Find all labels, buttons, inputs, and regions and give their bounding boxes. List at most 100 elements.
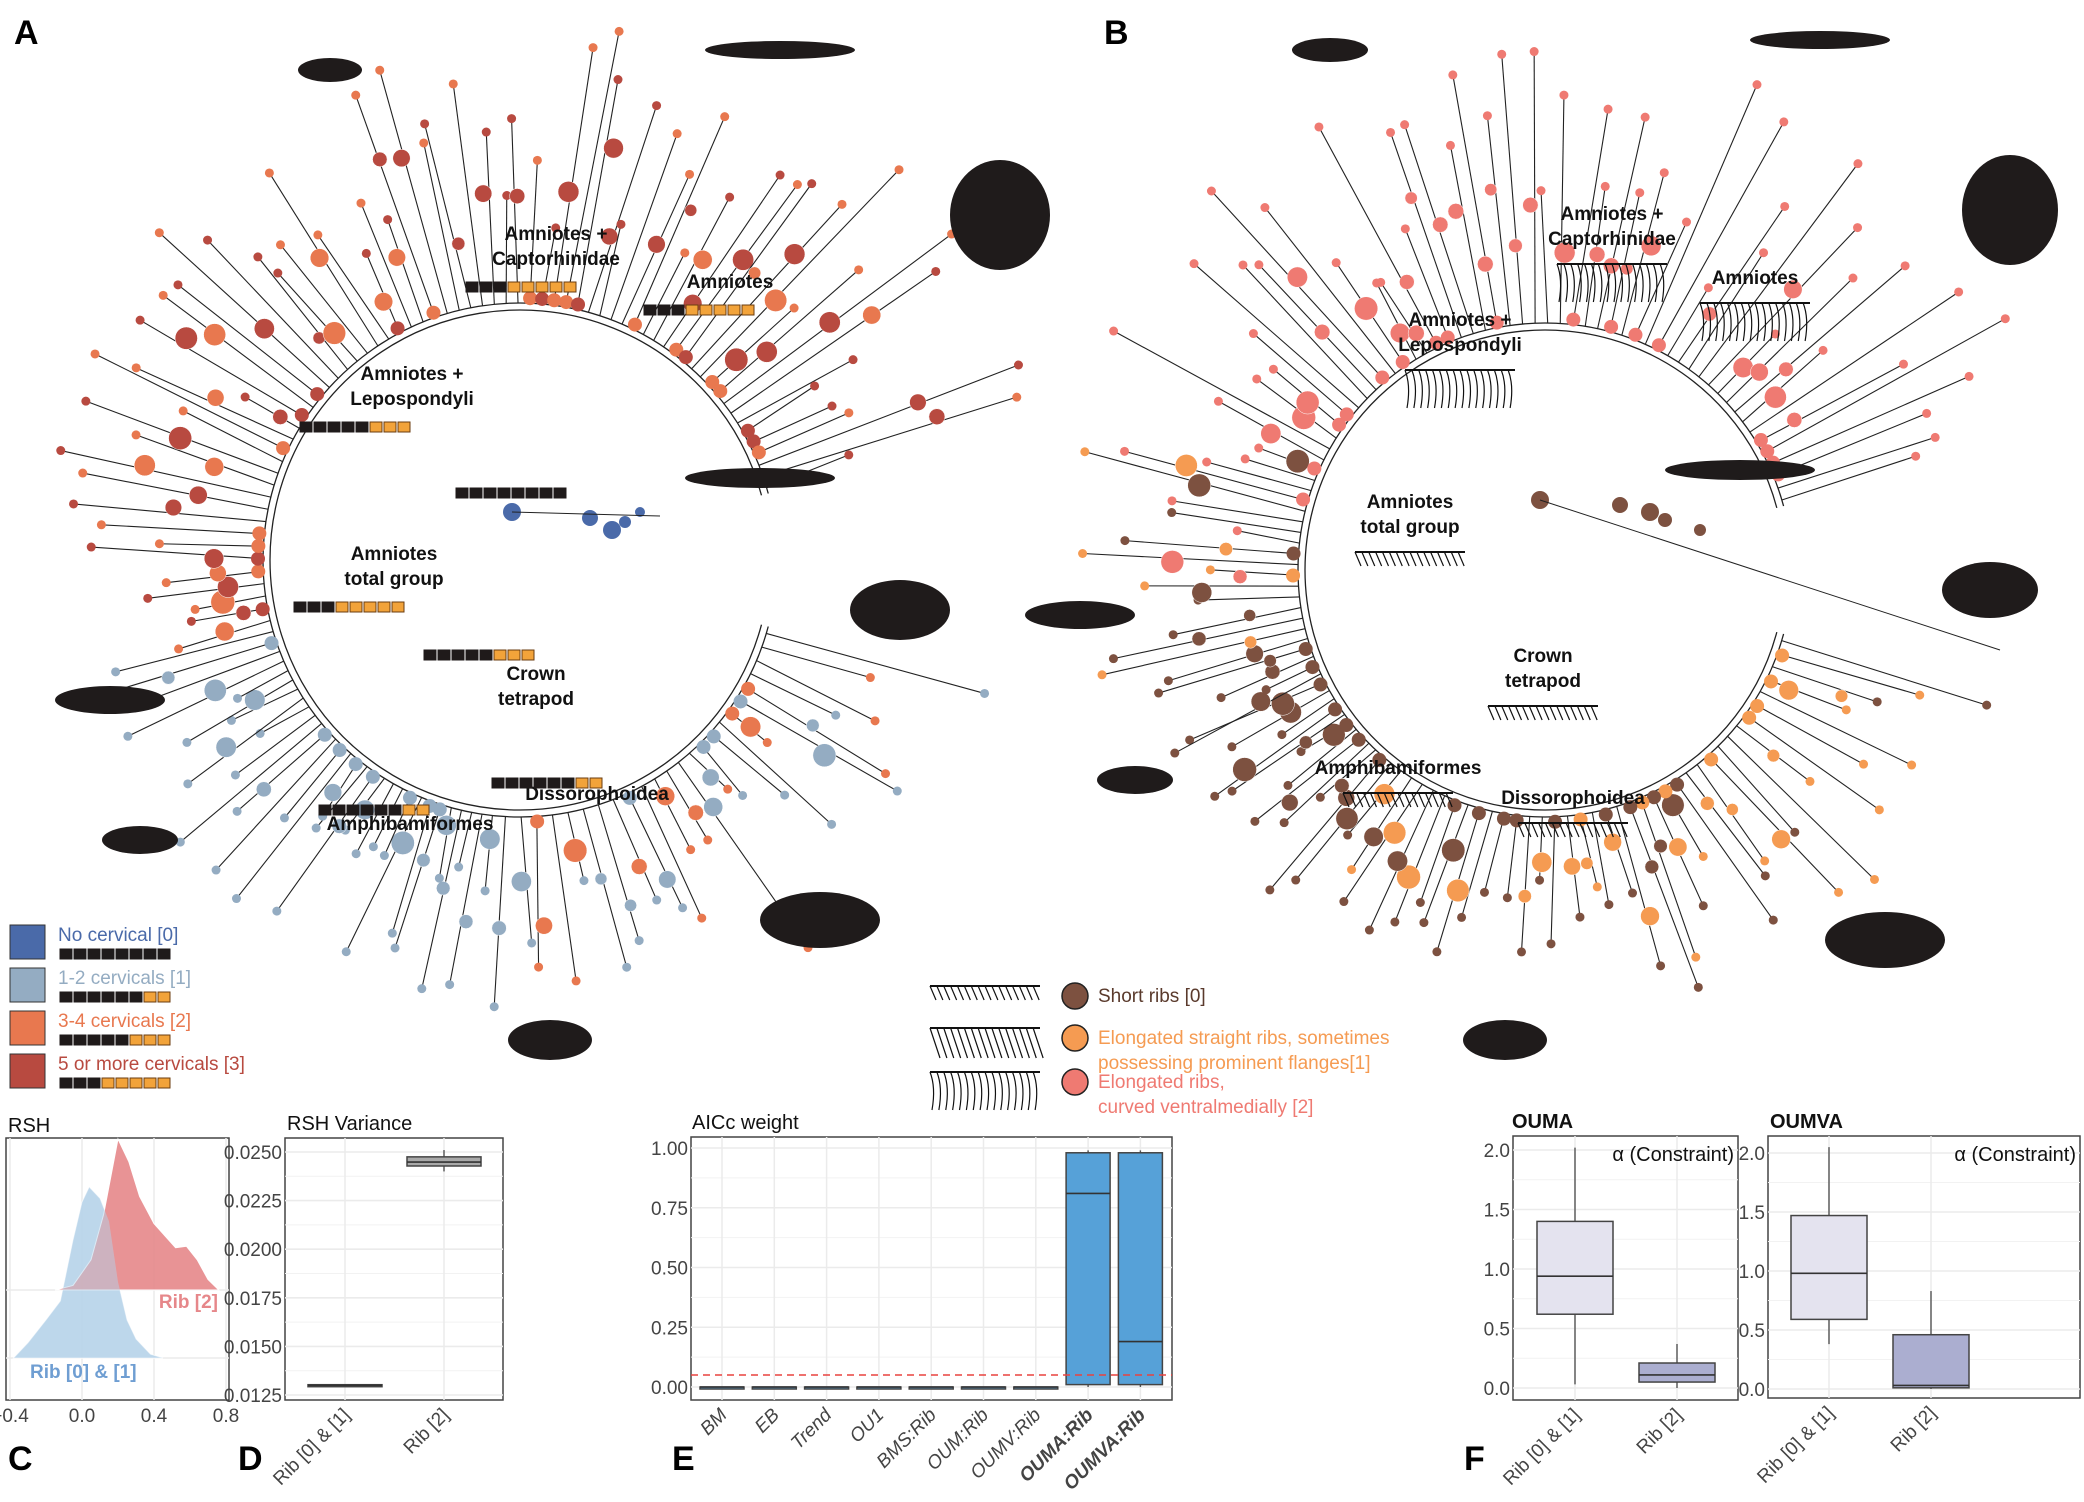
rib-stroke <box>1445 369 1451 409</box>
rib-stroke <box>1699 302 1705 342</box>
branch <box>612 799 658 901</box>
branch <box>511 511 661 517</box>
internal-node <box>458 914 474 929</box>
rib-stroke <box>929 1071 935 1111</box>
branch <box>736 698 898 792</box>
internal-node <box>530 814 545 829</box>
tip-node <box>1457 912 1467 922</box>
branch <box>1777 653 1920 696</box>
rib-stroke <box>1459 369 1465 409</box>
internal-node <box>451 236 466 251</box>
tip-node <box>1516 947 1526 957</box>
branch <box>147 583 265 599</box>
y-tick-label: 0.25 <box>651 1318 688 1339</box>
rib-stroke <box>970 1027 982 1059</box>
branch <box>257 256 348 370</box>
vertebra <box>341 421 355 433</box>
tip-node <box>1364 925 1374 935</box>
rib-stroke <box>950 1071 955 1111</box>
rib-stroke <box>998 1027 1010 1059</box>
tip-node <box>448 79 458 89</box>
internal-node <box>557 181 580 203</box>
internal-node <box>1429 335 1444 350</box>
y-tick-label: 0.5 <box>1739 1321 1765 1342</box>
tip-node <box>182 737 192 747</box>
clade-label-a-amphibamiformes: Amphibamiformes <box>318 804 493 835</box>
box-bm <box>699 1386 745 1390</box>
branch <box>345 797 423 952</box>
branch <box>127 660 284 737</box>
internal-node <box>818 311 841 334</box>
internal-node <box>387 248 406 267</box>
tip-node <box>233 693 243 703</box>
branch <box>641 786 703 919</box>
branch <box>750 673 836 716</box>
internal-node <box>1764 674 1779 689</box>
internal-node <box>1700 796 1715 811</box>
vertebra <box>157 1034 171 1046</box>
branch <box>452 83 484 306</box>
phylogeny-tree-a <box>56 26 1023 1012</box>
internal-node <box>703 797 723 817</box>
tip-node <box>652 101 662 111</box>
rib-stroke <box>991 985 999 1001</box>
rib-stroke <box>970 1071 976 1111</box>
y-tick-label: 0.0150 <box>224 1337 282 1358</box>
branch <box>162 294 314 408</box>
vertebra <box>115 1077 129 1089</box>
vertebra <box>497 487 511 499</box>
tip-node <box>579 876 589 886</box>
tip-node <box>279 813 289 823</box>
internal-node <box>1432 216 1449 233</box>
vertebra <box>521 281 535 293</box>
vertebra <box>59 1077 73 1089</box>
vertebra <box>423 649 437 661</box>
legend-item-a: No cervical [0] <box>9 924 178 960</box>
internal-node <box>168 426 192 450</box>
internal-node <box>1783 279 1803 299</box>
rib-stroke <box>1802 302 1808 342</box>
rib-stroke <box>1544 822 1553 838</box>
internal-node <box>164 498 182 517</box>
internal-node <box>1764 385 1787 409</box>
internal-node <box>214 621 235 642</box>
rib-stroke <box>1551 822 1559 838</box>
branch <box>1173 607 1301 636</box>
branch <box>1404 228 1451 343</box>
rib-stroke <box>1556 705 1564 721</box>
tip-node <box>686 845 696 855</box>
panel-label-c: C <box>8 1440 33 1478</box>
branch <box>1717 745 1796 833</box>
internal-node <box>332 743 347 758</box>
branch <box>1777 436 1936 489</box>
rib-stroke <box>929 1027 941 1059</box>
tip-node <box>1930 432 1940 442</box>
curved-ribs-icon <box>1556 263 1667 303</box>
cervical-vertebrae-icon <box>59 948 171 960</box>
rib-stroke <box>1423 551 1431 567</box>
internal-node <box>1363 826 1384 847</box>
box-oumva-rib <box>1117 1150 1164 1387</box>
tip-node <box>1202 457 1212 467</box>
rib-stroke <box>1425 369 1430 409</box>
y-tick-label: 2.0 <box>1739 1144 1765 1165</box>
vertebra <box>402 804 416 816</box>
box-eb <box>751 1386 798 1390</box>
internal-node <box>733 694 748 709</box>
vertebra <box>397 421 411 433</box>
internal-node <box>310 387 325 402</box>
x-tick-label: Rib [0] & [1] <box>1499 1405 1584 1490</box>
tip-node <box>1497 49 1507 59</box>
branch <box>632 116 726 330</box>
rib-stroke <box>1632 263 1637 303</box>
internal-node <box>655 786 676 806</box>
internal-node <box>1191 631 1207 647</box>
internal-node <box>647 235 666 254</box>
branch <box>1245 458 1315 482</box>
internal-node <box>264 636 279 651</box>
tip-node <box>672 129 682 139</box>
animal-silhouette-icon <box>102 826 178 854</box>
vertebra <box>377 601 391 613</box>
branch <box>1237 530 1300 544</box>
branch <box>1124 450 1309 502</box>
